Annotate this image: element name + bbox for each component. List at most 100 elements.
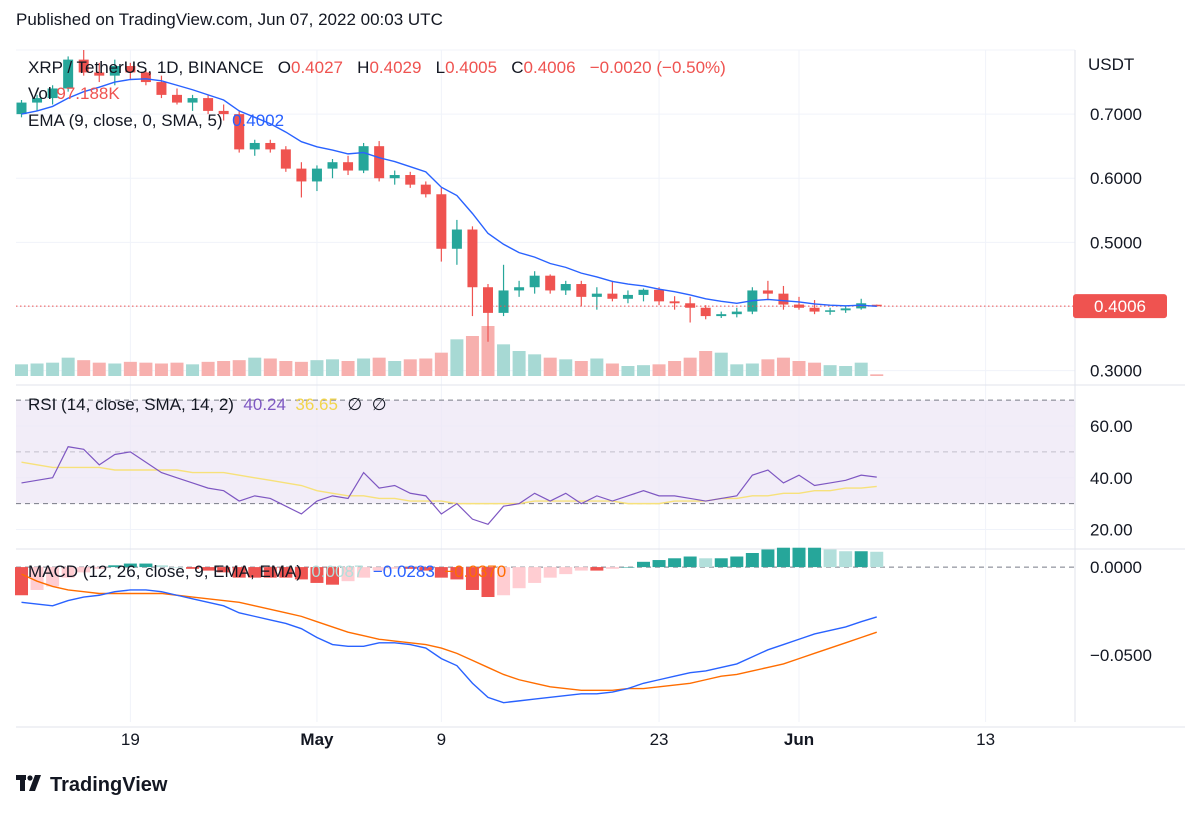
x-tick-label: 23 (650, 730, 669, 749)
candle-body (311, 168, 322, 182)
ema-value: 0.4002 (232, 111, 285, 130)
volume-bar (310, 360, 324, 376)
volume-label: Vol (28, 84, 52, 103)
volume-bar (683, 357, 697, 376)
macd-hist-bar (310, 567, 324, 583)
macd-hist-bar (186, 567, 200, 569)
macd-hist-bar (714, 558, 728, 568)
macd-hist-bar (388, 567, 402, 569)
ema-series-line (21, 78, 877, 308)
volume-bar (808, 362, 822, 376)
close-value: 0.4006 (523, 58, 576, 77)
ema-legend: EMA (9, close, 0, SMA, 5) 0.4002 (28, 111, 284, 131)
candle-body (467, 229, 478, 288)
symbol-label: XRP / TetherUS, 1D, BINANCE (28, 58, 264, 77)
macd-hist-bar (139, 563, 153, 568)
macd-hist-bar (30, 567, 44, 590)
macd-hist-bar (481, 567, 495, 598)
rsi-value: 40.24 (243, 395, 286, 414)
macd-hist-bar (621, 567, 635, 568)
volume-bar (450, 339, 464, 376)
candle-body (716, 314, 727, 317)
volume-bar (357, 358, 371, 376)
volume-bar (108, 363, 122, 376)
price-legend: XRP / TetherUS, 1D, BINANCE O0.4027 H0.4… (28, 58, 726, 78)
volume-bar (792, 361, 806, 376)
volume-bar (170, 362, 184, 376)
volume-bar (637, 365, 650, 376)
macd-hist-bar (637, 561, 650, 568)
macd-hist-bar (170, 567, 184, 568)
volume-bar (15, 364, 28, 376)
volume-bar (497, 344, 511, 376)
macd-hist-bar (263, 567, 277, 578)
volume-bar (854, 362, 868, 376)
macd-hist-bar (232, 567, 246, 578)
rsi-tick-label: 60.00 (1090, 417, 1133, 436)
candle-body (140, 72, 151, 83)
macd-hist-bar (761, 549, 775, 568)
candle-body (327, 162, 338, 169)
candle-body (809, 307, 820, 312)
macd-hist-bar (403, 567, 417, 569)
current-price-tag (1073, 294, 1167, 319)
candle-body (545, 275, 556, 291)
tradingview-brand[interactable]: TradingView (16, 774, 167, 797)
candle-body (420, 184, 431, 195)
ema-label: EMA (9, close, 0, SMA, 5) (28, 111, 223, 130)
candle-body (762, 290, 773, 294)
candle-body (405, 175, 416, 185)
volume-bar (528, 354, 542, 376)
macd-hist-bar (46, 567, 60, 587)
volume-bar (186, 364, 200, 376)
change-value: −0.0020 (−0.50%) (589, 58, 726, 77)
volume-bar (543, 357, 557, 376)
volume-bar (217, 361, 231, 376)
candle-body (622, 294, 633, 299)
open-label: O (277, 58, 291, 77)
macd-tick-label: −0.0500 (1090, 646, 1152, 665)
x-tick-label: 13 (976, 730, 995, 749)
macd-hist-bar (248, 567, 262, 578)
macd-hist-bar (590, 567, 604, 571)
candle-body (343, 162, 354, 171)
rsi-legend: RSI (14, close, SMA, 14, 2) 40.24 36.65 … (28, 395, 387, 415)
macd-hist-bar (823, 549, 837, 568)
volume-legend: Vol 97.188K (28, 84, 120, 104)
candle-body (218, 110, 229, 115)
volume-bar (248, 357, 262, 376)
candle-body (249, 142, 260, 150)
volume-bar (46, 362, 60, 376)
volume-bar (668, 361, 682, 376)
ema-line (21, 78, 877, 308)
macd-hist-bar (699, 558, 713, 568)
volume-bar (294, 361, 308, 376)
candle-body (187, 98, 198, 103)
rsi-tick-label: 40.00 (1090, 469, 1133, 488)
macd-hist-bar (61, 567, 75, 578)
volume-bar (605, 363, 619, 376)
volume-bar (512, 351, 526, 376)
macd-value: −0.0283 (372, 562, 435, 581)
volume-bar (123, 361, 137, 376)
candle-body (638, 289, 649, 295)
x-tick-label: May (300, 730, 334, 749)
volume-bar (730, 364, 744, 376)
current-price-tag-label: 0.4006 (1094, 297, 1146, 316)
price-tick-label: 0.5000 (1090, 233, 1142, 252)
volume-bar (652, 364, 666, 376)
volume-bar (761, 359, 775, 376)
macd-tick-label: 0.0000 (1090, 558, 1142, 577)
candle-body (78, 59, 89, 73)
rsi-lines (21, 446, 877, 526)
volume-bar (776, 357, 790, 376)
volume-bar (139, 362, 153, 376)
macd-hist-value: 0.0087 (311, 562, 364, 581)
volume-bar (372, 357, 386, 376)
rsi-extra-2: ∅ (371, 395, 387, 414)
volume-bar (481, 326, 495, 376)
volume-bar (434, 352, 448, 376)
open-value: 0.4027 (290, 58, 343, 77)
candle-body (109, 66, 120, 76)
